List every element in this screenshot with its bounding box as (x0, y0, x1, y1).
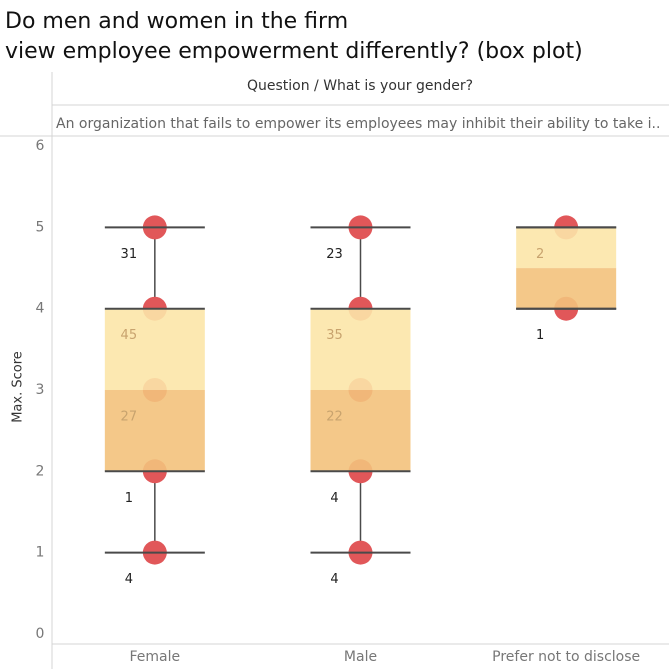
y-tick-label: 6 (36, 138, 45, 154)
y-tick-label: 0 (36, 626, 45, 642)
count-label: 1 (125, 491, 133, 506)
box-upper (104, 308, 205, 390)
x-tick-label: Male (344, 649, 377, 665)
y-tick-label: 5 (36, 219, 45, 235)
count-label: 2 (536, 247, 544, 262)
count-label: 31 (121, 247, 138, 262)
x-tick-label: Female (130, 649, 181, 665)
column-header: Question / What is your gender? (247, 78, 473, 94)
count-label: 23 (326, 247, 343, 262)
count-label: 1 (536, 328, 544, 343)
chart-title: Do men and women in the firm view employe… (5, 9, 583, 64)
count-label: 45 (121, 328, 138, 343)
box-lower (516, 268, 617, 309)
box-upper (516, 227, 617, 269)
count-label: 27 (121, 410, 138, 425)
subheader: An organization that fails to empower it… (56, 116, 660, 132)
y-axis-label: Max. Score (11, 351, 26, 423)
count-label: 4 (330, 572, 338, 587)
box-upper (310, 308, 411, 390)
count-label: 22 (326, 410, 343, 425)
count-label: 4 (125, 572, 133, 587)
y-tick-label: 2 (36, 463, 45, 479)
x-tick-label: Prefer not to disclose (492, 649, 640, 665)
y-tick-label: 3 (36, 382, 45, 398)
y-tick-label: 1 (36, 545, 45, 561)
count-label: 4 (330, 491, 338, 506)
box-lower (104, 390, 205, 472)
y-tick-label: 4 (36, 301, 45, 317)
box-lower (310, 390, 411, 472)
count-label: 35 (326, 328, 343, 343)
